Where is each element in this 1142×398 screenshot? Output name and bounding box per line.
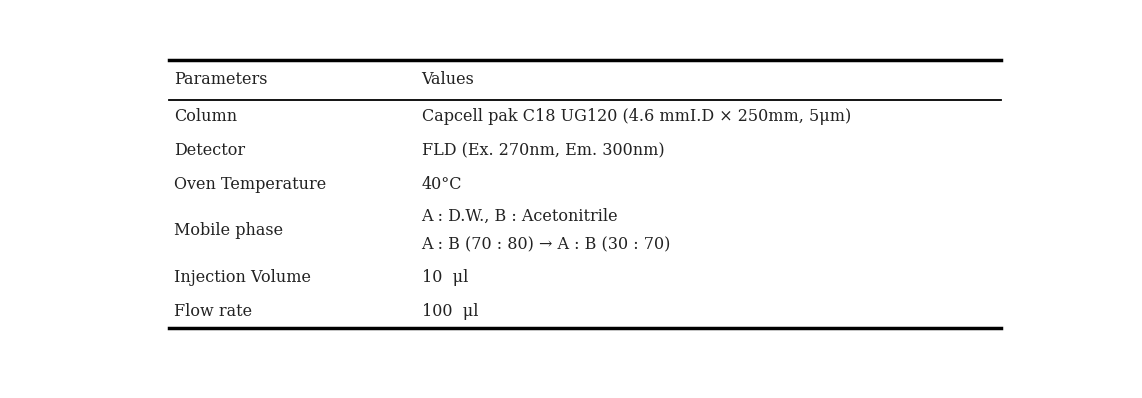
Text: Oven Temperature: Oven Temperature xyxy=(174,176,325,193)
Text: Column: Column xyxy=(174,108,236,125)
Text: Capcell pak C18 UG120 (4.6 mmI.D × 250mm, 5μm): Capcell pak C18 UG120 (4.6 mmI.D × 250mm… xyxy=(421,108,851,125)
Text: 40°C: 40°C xyxy=(421,176,463,193)
Text: Injection Volume: Injection Volume xyxy=(174,269,311,286)
Text: Parameters: Parameters xyxy=(174,71,267,88)
Text: Detector: Detector xyxy=(174,142,244,159)
Text: FLD (Ex. 270nm, Em. 300nm): FLD (Ex. 270nm, Em. 300nm) xyxy=(421,142,665,159)
Text: Flow rate: Flow rate xyxy=(174,303,252,320)
Text: Mobile phase: Mobile phase xyxy=(174,222,283,239)
Text: Values: Values xyxy=(421,71,474,88)
Text: A : D.W., B : Acetonitrile
A : B (70 : 80) → A : B (30 : 70): A : D.W., B : Acetonitrile A : B (70 : 8… xyxy=(421,208,670,254)
Text: 100  μl: 100 μl xyxy=(421,303,478,320)
Text: 10  μl: 10 μl xyxy=(421,269,468,286)
